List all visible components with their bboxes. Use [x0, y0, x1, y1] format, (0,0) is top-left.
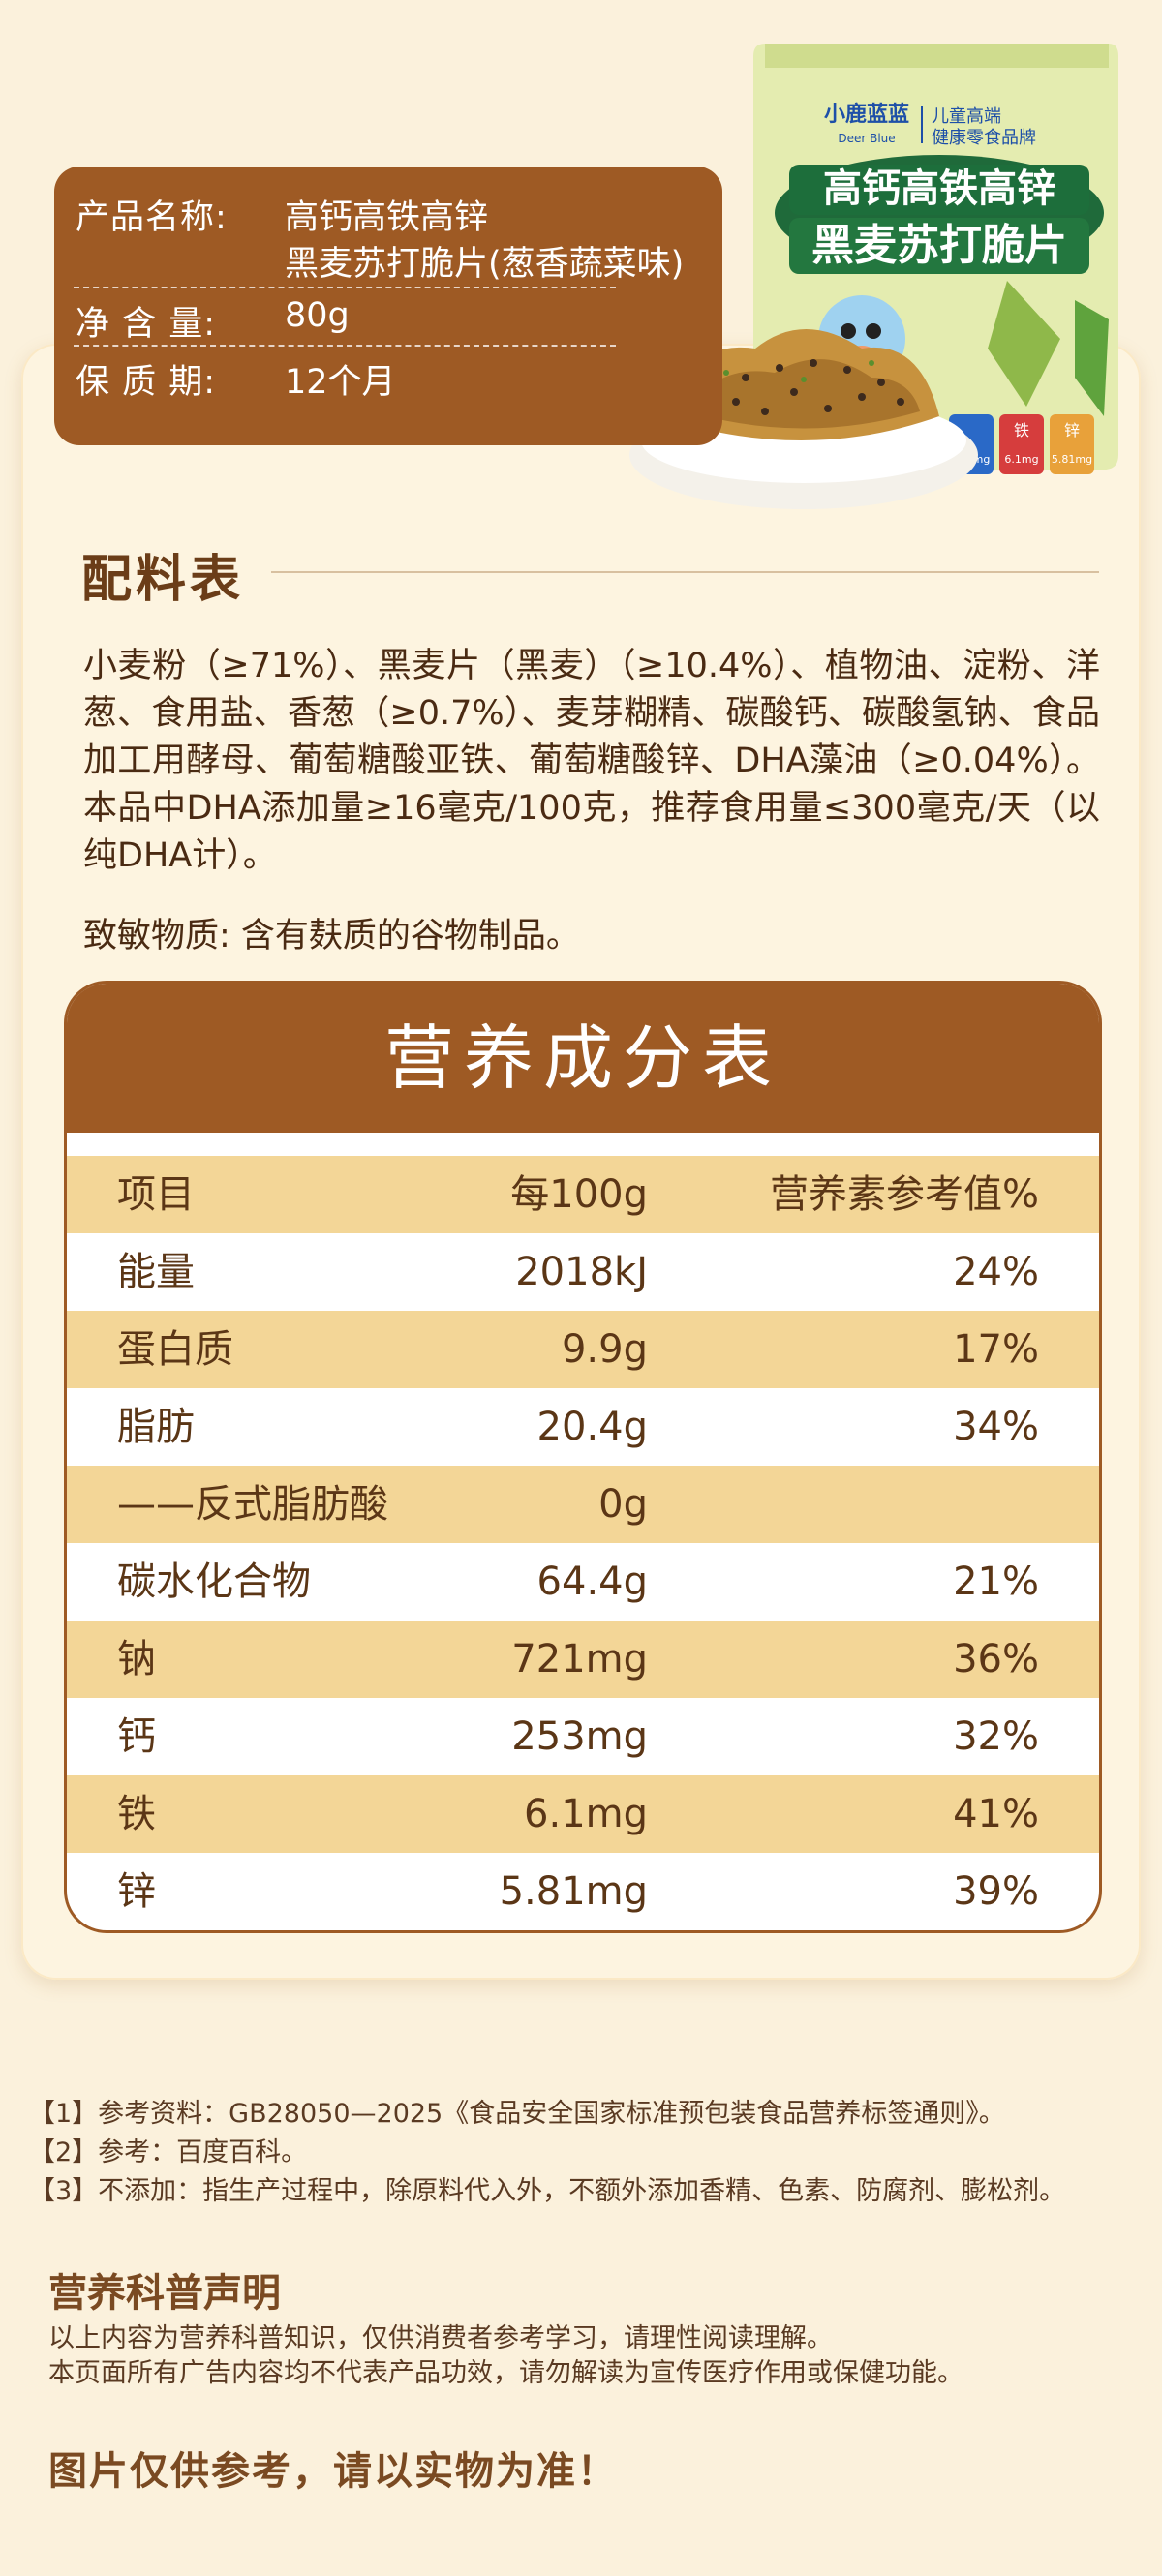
- package-tagline-2: 健康零食品牌: [932, 128, 1036, 148]
- package-tagline-1: 儿童高端: [932, 106, 1001, 127]
- shelf-life-label: 保 质 期:: [76, 363, 217, 402]
- nutrient-nrv: 39%: [953, 1869, 1039, 1914]
- nutrition-gap: [67, 1133, 1099, 1156]
- nutrient-nrv: 32%: [953, 1714, 1039, 1759]
- nutrient-amount: 2018kJ: [515, 1250, 648, 1294]
- declaration-text: 以上内容为营养科普知识，仅供消费者参考学习，请理性阅读理解。 本页面所有广告内容…: [48, 2321, 963, 2391]
- nutrient-amount: 9.9g: [561, 1327, 648, 1372]
- package-title-2: 黑麦苏打脆片: [811, 221, 1067, 270]
- nutrition-table: 营养成分表 项目 每100g 营养素参考值% 能量 2018kJ 24% 蛋白质…: [64, 981, 1102, 1933]
- nutrient-amount: 20.4g: [536, 1405, 648, 1449]
- nutrient-name: ——反式脂肪酸: [117, 1482, 388, 1527]
- product-name-line1: 高钙高铁高锌: [285, 198, 489, 237]
- nutrient-amount: 253mg: [511, 1714, 648, 1759]
- nutrient-nrv: 17%: [953, 1327, 1039, 1372]
- table-row: 钙 253mg 32%: [67, 1698, 1099, 1775]
- reference-item: 【2】参考：百度百科。: [29, 2137, 308, 2167]
- badge-iron-label: 铁: [1014, 421, 1029, 439]
- nutrient-name: 钙: [117, 1714, 156, 1759]
- nutrient-nrv: 34%: [953, 1405, 1039, 1449]
- references: 【1】参考资料：GB28050—2025《食品安全国家标准预包装食品营养标签通则…: [29, 2095, 1065, 2211]
- nutrient-nrv: 24%: [953, 1250, 1039, 1294]
- nutrient-name: 锌: [117, 1869, 156, 1914]
- declaration-line: 本页面所有广告内容均不代表产品功效，请勿解读为宣传医疗作用或保健功能。: [48, 2358, 963, 2388]
- divider: [74, 345, 616, 347]
- product-info-box: 产品名称: 高钙高铁高锌 黑麦苏打脆片(葱香蔬菜味) 净 含 量: 80g 保 …: [54, 167, 722, 445]
- nutrient-name: 碳水化合物: [117, 1560, 311, 1604]
- table-row: 蛋白质 9.9g 17%: [67, 1311, 1099, 1388]
- product-name-row: 产品名称: 高钙高铁高锌: [76, 190, 488, 239]
- table-row: 铁 6.1mg 41%: [67, 1775, 1099, 1853]
- net-weight-label: 净 含 量:: [76, 305, 217, 344]
- product-image: 高钙高铁高锌 黑麦苏打脆片 小鹿蓝蓝 Deer Blue 儿童高端 健康零食品牌…: [620, 29, 1123, 532]
- nutrient-nrv: 36%: [953, 1637, 1039, 1682]
- reference-item: 【1】参考资料：GB28050—2025《食品安全国家标准预包装食品营养标签通则…: [29, 2099, 1005, 2129]
- table-row: 碳水化合物 64.4g 21%: [67, 1543, 1099, 1621]
- nutrition-header-row: 项目 每100g 营养素参考值%: [67, 1156, 1099, 1233]
- table-row: 锌 5.81mg 39%: [67, 1853, 1099, 1930]
- product-name-line2: 黑麦苏打脆片(葱香蔬菜味): [285, 245, 685, 284]
- ingredients-title-rule: [271, 571, 1099, 573]
- nutrient-name: 能量: [117, 1250, 195, 1294]
- nutrient-name: 铁: [117, 1792, 156, 1836]
- table-row: 钠 721mg 36%: [67, 1621, 1099, 1698]
- package-brand: 小鹿蓝蓝: [824, 102, 909, 127]
- product-name-label: 产品名称:: [76, 198, 228, 237]
- allergen-text: 致敏物质: 含有麸质的谷物制品。: [83, 917, 580, 955]
- nutrient-amount: 0g: [598, 1482, 648, 1527]
- shelf-life-value: 12个月: [285, 363, 396, 402]
- nutrient-amount: 5.81mg: [499, 1869, 648, 1914]
- declaration-title: 营养科普声明: [48, 2271, 281, 2316]
- nutrient-amount: 64.4g: [536, 1560, 648, 1604]
- nutrition-title: 营养成分表: [67, 984, 1099, 1133]
- ingredients-text: 小麦粉（≥71%）、黑麦片（黑麦）（≥10.4%）、植物油、淀粉、洋葱、食用盐、…: [83, 647, 1100, 875]
- reference-item: 【3】不添加：指生产过程中，除原料代入外，不额外添加香精、色素、防腐剂、膨松剂。: [29, 2176, 1066, 2206]
- badge-zinc-value: 5.81mg: [1052, 453, 1092, 466]
- final-note: 图片仅供参考，请以实物为准！: [48, 2449, 618, 2494]
- nutrient-nrv: 21%: [953, 1560, 1039, 1604]
- product-name-row-2: 黑麦苏打脆片(葱香蔬菜味): [285, 236, 684, 286]
- shelf-life-row: 保 质 期: 12个月: [76, 354, 396, 404]
- divider: [74, 287, 616, 288]
- header-per-100g: 每100g: [510, 1172, 648, 1217]
- nutrient-nrv: 41%: [953, 1792, 1039, 1836]
- ingredients-title: 配料表: [81, 551, 245, 609]
- header-nrv: 营养素参考值%: [769, 1172, 1039, 1217]
- nutrient-amount: 6.1mg: [524, 1792, 648, 1836]
- nutrient-name: 蛋白质: [117, 1327, 233, 1372]
- nutrient-name: 脂肪: [117, 1405, 195, 1449]
- package-title-1: 高钙高铁高锌: [823, 167, 1055, 211]
- table-row: ——反式脂肪酸 0g: [67, 1466, 1099, 1543]
- table-row: 能量 2018kJ 24%: [67, 1233, 1099, 1311]
- nutrient-amount: 721mg: [511, 1637, 648, 1682]
- table-row: 脂肪 20.4g 34%: [67, 1388, 1099, 1466]
- header-item: 项目: [117, 1172, 195, 1217]
- nutrient-name: 钠: [117, 1637, 156, 1682]
- net-weight-value: 80g: [285, 296, 350, 335]
- package-brand-en: Deer Blue: [838, 132, 895, 145]
- badge-iron-value: 6.1mg: [1004, 453, 1038, 466]
- badge-zinc-label: 锌: [1064, 421, 1080, 439]
- declaration-line: 以上内容为营养科普知识，仅供消费者参考学习，请理性阅读理解。: [48, 2323, 833, 2353]
- net-weight-row: 净 含 量: 80g: [76, 296, 350, 346]
